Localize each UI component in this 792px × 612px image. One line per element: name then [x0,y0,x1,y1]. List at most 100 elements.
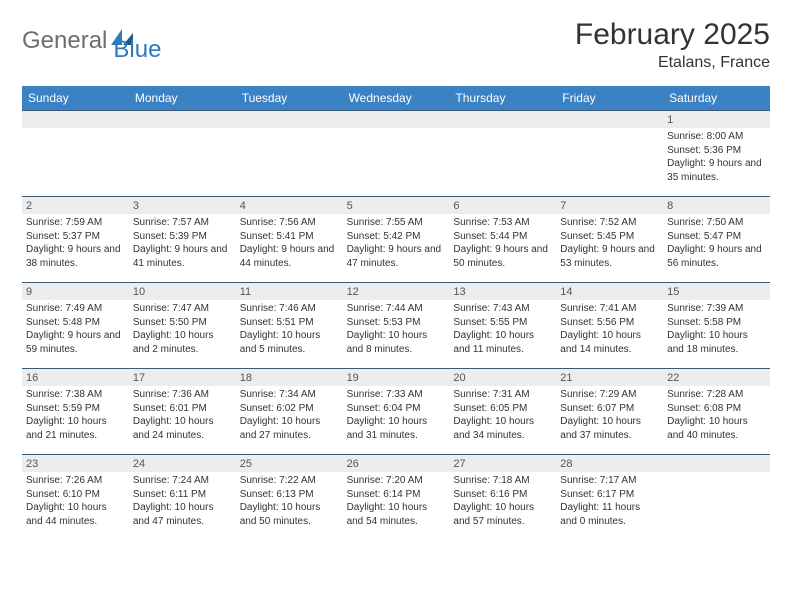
day-number: 16 [22,369,129,386]
daylight-text: Daylight: 9 hours and 35 minutes. [667,157,766,184]
cell-body: Sunrise: 7:33 AMSunset: 6:04 PMDaylight:… [343,386,450,448]
calendar-cell: 4Sunrise: 7:56 AMSunset: 5:41 PMDaylight… [236,196,343,282]
calendar-cell: 20Sunrise: 7:31 AMSunset: 6:05 PMDayligh… [449,368,556,454]
sunrise-text: Sunrise: 7:24 AM [133,474,232,488]
day-number: 6 [449,197,556,214]
day-number: 1 [663,111,770,128]
calendar-cell: 14Sunrise: 7:41 AMSunset: 5:56 PMDayligh… [556,282,663,368]
day-number [449,111,556,128]
day-number: 12 [343,283,450,300]
sunset-text: Sunset: 5:41 PM [240,230,339,244]
daylight-text: Daylight: 10 hours and 24 minutes. [133,415,232,442]
sunrise-text: Sunrise: 7:52 AM [560,216,659,230]
sunset-text: Sunset: 6:04 PM [347,402,446,416]
calendar-cell: 9Sunrise: 7:49 AMSunset: 5:48 PMDaylight… [22,282,129,368]
daylight-text: Daylight: 9 hours and 59 minutes. [26,329,125,356]
calendar-cell: 16Sunrise: 7:38 AMSunset: 5:59 PMDayligh… [22,368,129,454]
calendar-cell: 17 Sunrise: 7:36 AMSunset: 6:01 PMDayligh… [129,368,236,454]
sunrise-text: Sunrise: 7:41 AM [560,302,659,316]
cell-body [22,128,129,136]
sunrise-text: Sunrise: 7:43 AM [453,302,552,316]
day-number: 22 [663,369,770,386]
daylight-text: Daylight: 10 hours and 27 minutes. [240,415,339,442]
day-number [663,455,770,472]
sunrise-text: Sunrise: 7:29 AM [560,388,659,402]
cell-body [449,128,556,136]
sunrise-text: Sunrise: 7:18 AM [453,474,552,488]
calendar-cell: 26Sunrise: 7:20 AMSunset: 6:14 PMDayligh… [343,454,450,540]
calendar-cell: 8Sunrise: 7:50 AMSunset: 5:47 PMDaylight… [663,196,770,282]
cell-body: Sunrise: 7:39 AMSunset: 5:58 PMDaylight:… [663,300,770,362]
title-block: February 2025 Etalans, France [575,18,770,72]
day-number: 7 [556,197,663,214]
daylight-text: Daylight: 9 hours and 53 minutes. [560,243,659,270]
day-number: 11 [236,283,343,300]
calendar-cell: 15Sunrise: 7:39 AMSunset: 5:58 PMDayligh… [663,282,770,368]
day-number: 5 [343,197,450,214]
sunset-text: Sunset: 5:56 PM [560,316,659,330]
sunrise-text: Sunrise: 7:53 AM [453,216,552,230]
calendar-cell: 1Sunrise: 8:00 AMSunset: 5:36 PMDaylight… [663,110,770,196]
sunrise-text: Sunrise: 7:55 AM [347,216,446,230]
day-number [22,111,129,128]
calendar-cell: 24Sunrise: 7:24 AMSunset: 6:11 PMDayligh… [129,454,236,540]
cell-body [663,472,770,480]
day-number: 8 [663,197,770,214]
calendar-title: February 2025 [575,18,770,52]
daylight-text: Daylight: 10 hours and 34 minutes. [453,415,552,442]
daylight-text: Daylight: 9 hours and 47 minutes. [347,243,446,270]
sunset-text: Sunset: 6:01 PM [133,402,232,416]
sunset-text: Sunset: 6:17 PM [560,488,659,502]
cell-body: Sunrise: 7:43 AMSunset: 5:55 PMDaylight:… [449,300,556,362]
sunset-text: Sunset: 5:44 PM [453,230,552,244]
sunrise-text: Sunrise: 8:00 AM [667,130,766,144]
sunrise-text: Sunrise: 7:36 AM [133,388,232,402]
weekday-header: Wednesday [343,86,450,110]
cell-body [129,128,236,136]
cell-body: Sunrise: 7:50 AMSunset: 5:47 PMDaylight:… [663,214,770,276]
calendar-cell: 23Sunrise: 7:26 AMSunset: 6:10 PMDayligh… [22,454,129,540]
cell-body: Sunrise: 7:20 AMSunset: 6:14 PMDaylight:… [343,472,450,534]
sunrise-text: Sunrise: 7:26 AM [26,474,125,488]
sunset-text: Sunset: 6:11 PM [133,488,232,502]
sunrise-text: Sunrise: 7:38 AM [26,388,125,402]
calendar-cell: 10Sunrise: 7:47 AMSunset: 5:50 PMDayligh… [129,282,236,368]
sunset-text: Sunset: 5:36 PM [667,144,766,158]
calendar-cell-empty [343,110,450,196]
sunset-text: Sunset: 6:13 PM [240,488,339,502]
day-number: 17 [129,369,236,386]
daylight-text: Daylight: 9 hours and 38 minutes. [26,243,125,270]
sunrise-text: Sunrise: 7:50 AM [667,216,766,230]
brand-logo: General Blue [22,18,161,64]
calendar-cell: 27Sunrise: 7:18 AMSunset: 6:16 PMDayligh… [449,454,556,540]
calendar-location: Etalans, France [575,54,770,72]
day-number: 4 [236,197,343,214]
daylight-text: Daylight: 10 hours and 31 minutes. [347,415,446,442]
calendar-cell: 12Sunrise: 7:44 AMSunset: 5:53 PMDayligh… [343,282,450,368]
sunrise-text: Sunrise: 7:22 AM [240,474,339,488]
calendar-cell: 3Sunrise: 7:57 AMSunset: 5:39 PMDaylight… [129,196,236,282]
cell-body: Sunrise: 7:34 AMSunset: 6:02 PMDaylight:… [236,386,343,448]
day-number: 21 [556,369,663,386]
weekday-header: Sunday [22,86,129,110]
weekday-header: Monday [129,86,236,110]
cell-body: Sunrise: 7:57 AMSunset: 5:39 PMDaylight:… [129,214,236,276]
calendar-cell: 13Sunrise: 7:43 AMSunset: 5:55 PMDayligh… [449,282,556,368]
cell-body: Sunrise: 7:59 AMSunset: 5:37 PMDaylight:… [22,214,129,276]
sunset-text: Sunset: 6:05 PM [453,402,552,416]
daylight-text: Daylight: 10 hours and 18 minutes. [667,329,766,356]
calendar-cell: 5Sunrise: 7:55 AMSunset: 5:42 PMDaylight… [343,196,450,282]
daylight-text: Daylight: 10 hours and 8 minutes. [347,329,446,356]
calendar-cell: 2Sunrise: 7:59 AMSunset: 5:37 PMDaylight… [22,196,129,282]
sunrise-text: Sunrise: 7:28 AM [667,388,766,402]
daylight-text: Daylight: 9 hours and 50 minutes. [453,243,552,270]
sunset-text: Sunset: 6:14 PM [347,488,446,502]
day-number: 18 [236,369,343,386]
sunrise-text: Sunrise: 7:33 AM [347,388,446,402]
cell-body: Sunrise: 8:00 AMSunset: 5:36 PMDaylight:… [663,128,770,190]
cell-body: Sunrise: 7:47 AMSunset: 5:50 PMDaylight:… [129,300,236,362]
cell-body: Sunrise: 7:44 AMSunset: 5:53 PMDaylight:… [343,300,450,362]
sunrise-text: Sunrise: 7:31 AM [453,388,552,402]
day-number: 23 [22,455,129,472]
daylight-text: Daylight: 10 hours and 44 minutes. [26,501,125,528]
